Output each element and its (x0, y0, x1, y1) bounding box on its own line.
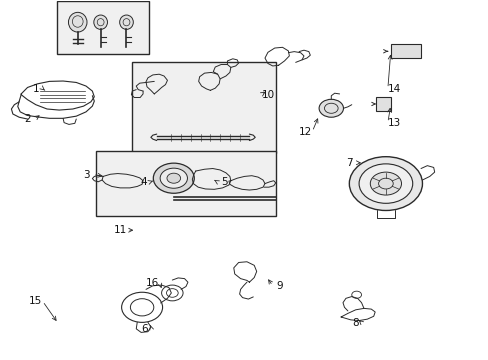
Bar (96, 151, 276, 216)
Ellipse shape (120, 15, 133, 30)
Text: 14: 14 (387, 84, 401, 94)
Ellipse shape (68, 12, 87, 32)
Text: 2: 2 (24, 114, 31, 124)
Bar (375, 97, 390, 111)
Text: 7: 7 (346, 158, 352, 168)
Text: 3: 3 (82, 170, 89, 180)
Bar (132, 62, 276, 153)
Text: 6: 6 (141, 324, 147, 334)
Bar (390, 44, 420, 58)
Bar (57, 1, 149, 54)
Circle shape (369, 172, 401, 195)
Circle shape (358, 164, 412, 203)
Text: 12: 12 (298, 127, 311, 136)
Text: 15: 15 (29, 296, 42, 306)
Text: 10: 10 (261, 90, 274, 100)
Text: 16: 16 (146, 278, 159, 288)
Text: 8: 8 (352, 319, 358, 328)
Text: 9: 9 (276, 281, 283, 291)
Circle shape (319, 99, 343, 117)
Text: 1: 1 (32, 84, 39, 94)
Circle shape (153, 163, 194, 193)
Circle shape (166, 173, 180, 183)
Text: 4: 4 (140, 177, 146, 187)
Circle shape (348, 157, 422, 211)
Ellipse shape (94, 15, 107, 30)
Text: 11: 11 (113, 225, 126, 235)
Text: 13: 13 (387, 118, 401, 128)
Text: 5: 5 (220, 177, 227, 187)
Circle shape (160, 168, 187, 188)
